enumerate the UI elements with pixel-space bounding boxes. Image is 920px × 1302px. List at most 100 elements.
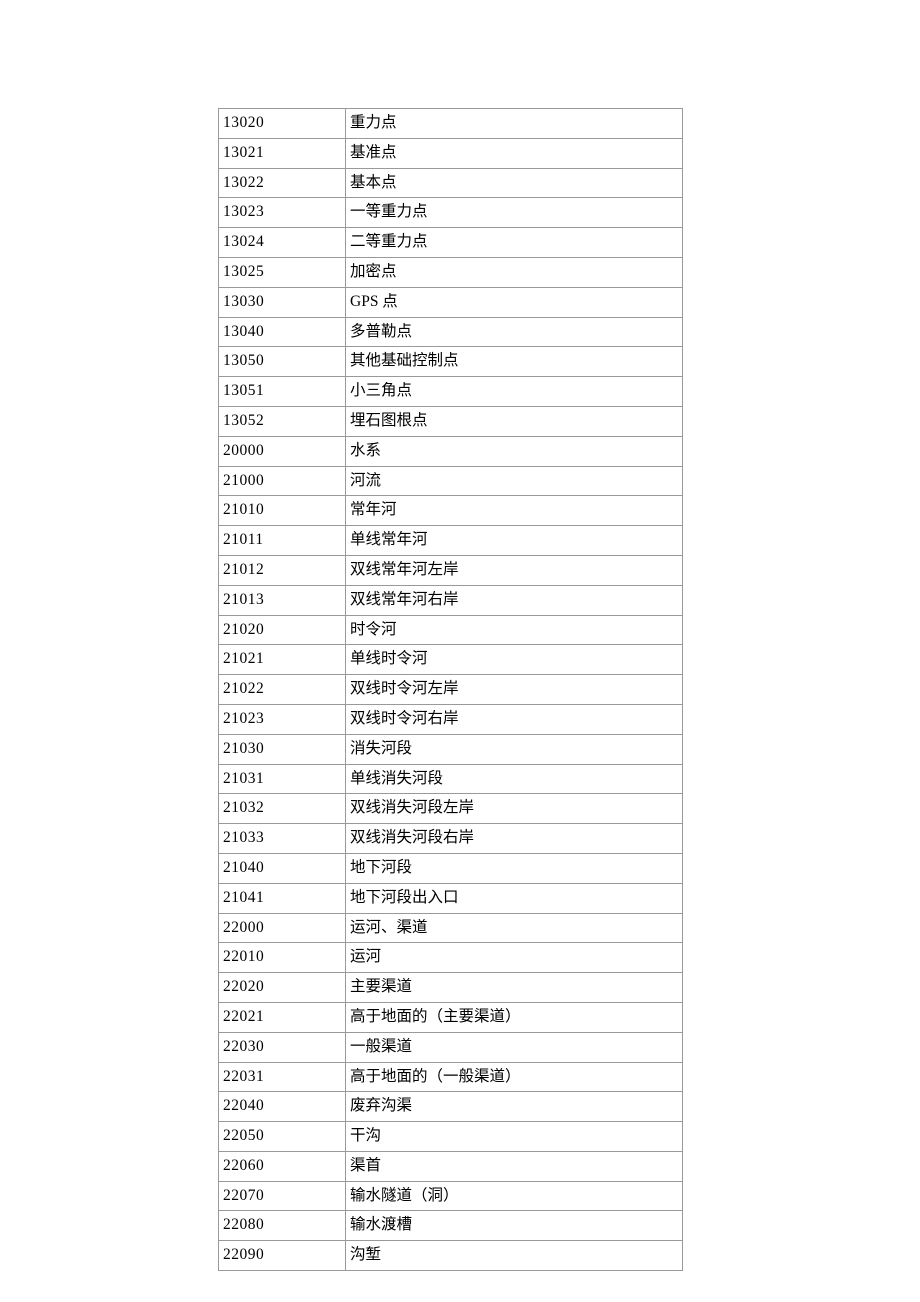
- code-cell: 21040: [219, 853, 346, 883]
- name-cell: 多普勒点: [346, 317, 683, 347]
- code-cell: 21000: [219, 466, 346, 496]
- code-cell: 22010: [219, 943, 346, 973]
- code-cell: 13040: [219, 317, 346, 347]
- name-cell: 水系: [346, 436, 683, 466]
- code-cell: 13025: [219, 257, 346, 287]
- name-cell: 加密点: [346, 257, 683, 287]
- code-cell: 21011: [219, 526, 346, 556]
- table-row: 22070输水隧道（洞）: [219, 1181, 683, 1211]
- code-cell: 21022: [219, 675, 346, 705]
- name-cell: 基本点: [346, 168, 683, 198]
- code-cell: 21021: [219, 645, 346, 675]
- code-cell: 20000: [219, 436, 346, 466]
- table-row: 13024二等重力点: [219, 228, 683, 258]
- code-cell: 21013: [219, 585, 346, 615]
- name-cell: 高于地面的（主要渠道）: [346, 1002, 683, 1032]
- name-cell: 双线时令河右岸: [346, 704, 683, 734]
- name-cell: 双线时令河左岸: [346, 675, 683, 705]
- table-row: 22020主要渠道: [219, 973, 683, 1003]
- table-row: 21041地下河段出入口: [219, 883, 683, 913]
- code-cell: 22080: [219, 1211, 346, 1241]
- table-row: 20000水系: [219, 436, 683, 466]
- name-cell: 地下河段出入口: [346, 883, 683, 913]
- code-cell: 21012: [219, 555, 346, 585]
- code-cell: 22031: [219, 1062, 346, 1092]
- table-row: 22010运河: [219, 943, 683, 973]
- name-cell: 消失河段: [346, 734, 683, 764]
- table-row: 13023一等重力点: [219, 198, 683, 228]
- name-cell: 一般渠道: [346, 1032, 683, 1062]
- code-cell: 21020: [219, 615, 346, 645]
- code-cell: 21033: [219, 824, 346, 854]
- code-cell: 22040: [219, 1092, 346, 1122]
- table-row: 22060渠首: [219, 1151, 683, 1181]
- name-cell: 小三角点: [346, 377, 683, 407]
- code-cell: 13052: [219, 406, 346, 436]
- code-cell: 13024: [219, 228, 346, 258]
- code-cell: 22050: [219, 1122, 346, 1152]
- name-cell: 主要渠道: [346, 973, 683, 1003]
- table-row: 21020时令河: [219, 615, 683, 645]
- code-cell: 13021: [219, 138, 346, 168]
- table-row: 13021基准点: [219, 138, 683, 168]
- table-row: 22050干沟: [219, 1122, 683, 1152]
- table-row: 13040多普勒点: [219, 317, 683, 347]
- table-row: 13020重力点: [219, 109, 683, 139]
- code-cell: 22030: [219, 1032, 346, 1062]
- code-cell: 13020: [219, 109, 346, 139]
- table-row: 22030一般渠道: [219, 1032, 683, 1062]
- code-cell: 22060: [219, 1151, 346, 1181]
- table-row: 13051小三角点: [219, 377, 683, 407]
- table-row: 21000河流: [219, 466, 683, 496]
- name-cell: 双线常年河左岸: [346, 555, 683, 585]
- code-table-body: 13020重力点13021基准点13022基本点13023一等重力点13024二…: [219, 109, 683, 1271]
- code-cell: 21031: [219, 764, 346, 794]
- table-row: 13022基本点: [219, 168, 683, 198]
- name-cell: GPS 点: [346, 287, 683, 317]
- code-table: 13020重力点13021基准点13022基本点13023一等重力点13024二…: [218, 108, 683, 1271]
- name-cell: 重力点: [346, 109, 683, 139]
- name-cell: 二等重力点: [346, 228, 683, 258]
- name-cell: 一等重力点: [346, 198, 683, 228]
- name-cell: 双线消失河段右岸: [346, 824, 683, 854]
- code-cell: 22090: [219, 1241, 346, 1271]
- name-cell: 高于地面的（一般渠道）: [346, 1062, 683, 1092]
- name-cell: 单线常年河: [346, 526, 683, 556]
- table-row: 13030GPS 点: [219, 287, 683, 317]
- table-row: 22000运河、渠道: [219, 913, 683, 943]
- code-cell: 13051: [219, 377, 346, 407]
- name-cell: 埋石图根点: [346, 406, 683, 436]
- code-cell: 13022: [219, 168, 346, 198]
- name-cell: 基准点: [346, 138, 683, 168]
- code-cell: 13030: [219, 287, 346, 317]
- name-cell: 时令河: [346, 615, 683, 645]
- table-row: 13050其他基础控制点: [219, 347, 683, 377]
- code-cell: 21041: [219, 883, 346, 913]
- table-row: 22031高于地面的（一般渠道）: [219, 1062, 683, 1092]
- name-cell: 干沟: [346, 1122, 683, 1152]
- table-row: 21010常年河: [219, 496, 683, 526]
- table-row: 21011单线常年河: [219, 526, 683, 556]
- name-cell: 输水隧道（洞）: [346, 1181, 683, 1211]
- name-cell: 单线时令河: [346, 645, 683, 675]
- name-cell: 运河、渠道: [346, 913, 683, 943]
- name-cell: 河流: [346, 466, 683, 496]
- table-row: 21022双线时令河左岸: [219, 675, 683, 705]
- code-cell: 21030: [219, 734, 346, 764]
- code-cell: 13050: [219, 347, 346, 377]
- name-cell: 地下河段: [346, 853, 683, 883]
- code-cell: 22020: [219, 973, 346, 1003]
- code-cell: 21032: [219, 794, 346, 824]
- name-cell: 渠首: [346, 1151, 683, 1181]
- table-row: 22080输水渡槽: [219, 1211, 683, 1241]
- table-row: 21033双线消失河段右岸: [219, 824, 683, 854]
- code-cell: 13023: [219, 198, 346, 228]
- name-cell: 双线常年河右岸: [346, 585, 683, 615]
- name-cell: 沟堑: [346, 1241, 683, 1271]
- table-row: 21031单线消失河段: [219, 764, 683, 794]
- table-row: 21030消失河段: [219, 734, 683, 764]
- table-row: 22040废弃沟渠: [219, 1092, 683, 1122]
- table-row: 21013双线常年河右岸: [219, 585, 683, 615]
- code-cell: 22070: [219, 1181, 346, 1211]
- name-cell: 运河: [346, 943, 683, 973]
